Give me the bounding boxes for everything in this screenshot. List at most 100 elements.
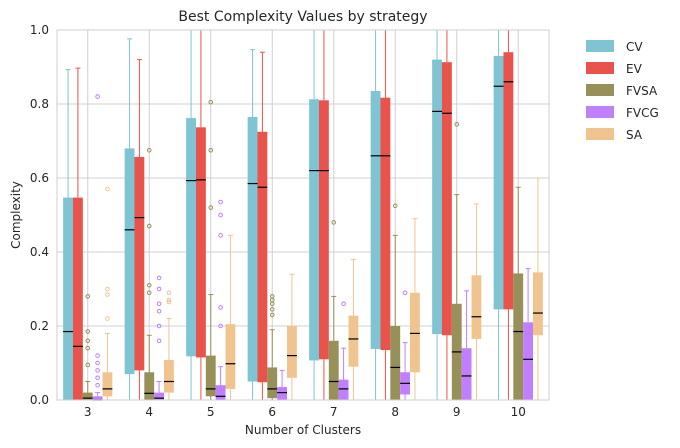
x-tick-label: 5 (207, 405, 215, 419)
box-fvcg-4 (154, 275, 165, 401)
outlier-point (218, 305, 223, 310)
box-iqr (186, 118, 196, 357)
y-axis-label: Complexity (9, 181, 23, 249)
legend-swatch (586, 106, 614, 118)
outlier-point (95, 353, 100, 358)
box-fvsa-10 (513, 186, 524, 401)
legend-swatch (586, 128, 614, 140)
outlier-point (105, 186, 110, 192)
outlier-point (156, 286, 162, 292)
x-tick-label: 6 (268, 405, 276, 419)
box-iqr (257, 131, 268, 383)
outlier-point (331, 220, 337, 225)
outlier-point (85, 345, 91, 351)
box-iqr (277, 387, 288, 400)
box-iqr (225, 324, 236, 389)
legend-item-cv: CV (586, 40, 643, 54)
box-fvsa-3 (82, 294, 93, 401)
outlier-point (85, 294, 91, 299)
legend-swatch (586, 40, 614, 52)
outlier-point (166, 299, 172, 305)
box-iqr (318, 100, 329, 360)
outlier-point (218, 323, 223, 329)
box-iqr (441, 62, 452, 336)
box-iqr (124, 148, 135, 375)
x-tick-label: 4 (145, 405, 153, 419)
outlier-point (218, 233, 223, 238)
box-iqr (503, 52, 514, 310)
x-tick-label: 9 (453, 405, 461, 419)
outlier-point (269, 312, 275, 318)
outlier-point (95, 375, 100, 381)
box-fvsa-9 (451, 122, 462, 401)
legend-swatch (586, 84, 614, 96)
legend-label: FVCG (626, 106, 659, 120)
outlier-point (95, 368, 100, 373)
box-fvcg-5 (215, 199, 226, 401)
x-tick-label: 8 (391, 405, 399, 419)
x-tick-label: 10 (511, 405, 526, 419)
y-tick-label: 0.6 (30, 171, 49, 185)
legend-item-sa: SA (586, 128, 643, 142)
outlier-point (208, 147, 214, 153)
box-sa-3 (102, 186, 113, 401)
box-iqr (513, 273, 524, 400)
box-iqr (493, 55, 504, 310)
legend-label: EV (626, 62, 643, 76)
legend: CV EV FVSA FVCG SA (586, 40, 659, 142)
box-iqr (523, 322, 534, 400)
outlier-point (105, 316, 110, 321)
outlier-point (156, 338, 162, 344)
outlier-point (105, 286, 110, 292)
box-iqr (205, 355, 216, 397)
box-iqr (432, 59, 442, 335)
box-iqr (247, 116, 258, 382)
outlier-point (146, 283, 152, 288)
outlier-point (146, 223, 152, 229)
box-iqr (63, 197, 73, 400)
box-iqr (154, 392, 165, 400)
outlier-point (269, 294, 275, 299)
outlier-point (85, 362, 91, 368)
x-axis-label: Number of Clusters (245, 423, 361, 437)
box-sa-10 (533, 177, 543, 401)
outlier-point (85, 338, 91, 344)
box-iqr (370, 91, 381, 349)
outlier-point (166, 297, 172, 303)
box-iqr (309, 99, 319, 361)
outlier-point (95, 382, 100, 388)
outlier-point (105, 292, 110, 297)
outlier-point (269, 307, 275, 312)
y-tick-label: 0.8 (30, 97, 49, 111)
outlier-point (341, 301, 346, 307)
plot-area: 0.0 0.2 0.4 0.6 0.8 1.0 3 4 5 6 7 8 9 10 (30, 23, 550, 419)
x-tick-label: 7 (330, 405, 338, 419)
outlier-point (156, 275, 162, 281)
outlier-point (166, 290, 172, 296)
box-iqr (533, 272, 543, 336)
box-iqr (215, 385, 226, 400)
box-sa-5 (225, 234, 236, 401)
box-iqr (195, 127, 206, 358)
legend-label: CV (626, 40, 643, 54)
outlier-point (156, 301, 162, 307)
outlier-point (156, 323, 162, 329)
box-iqr (102, 372, 113, 397)
outlier-point (392, 203, 398, 209)
y-tick-label: 0.0 (30, 393, 49, 407)
box-iqr (328, 340, 339, 400)
box-iqr (82, 392, 93, 400)
box-fvcg-7 (338, 301, 349, 401)
outlier-point (95, 94, 100, 99)
outlier-point (95, 360, 100, 366)
x-tick-label: 3 (84, 405, 92, 419)
outlier-point (218, 199, 223, 205)
outlier-point (146, 290, 152, 296)
box-iqr (287, 326, 297, 378)
chart-title: Best Complexity Values by strategy (178, 9, 427, 25)
y-tick-label: 1.0 (30, 23, 49, 37)
legend-label: FVSA (626, 84, 658, 98)
box-iqr (390, 326, 401, 400)
